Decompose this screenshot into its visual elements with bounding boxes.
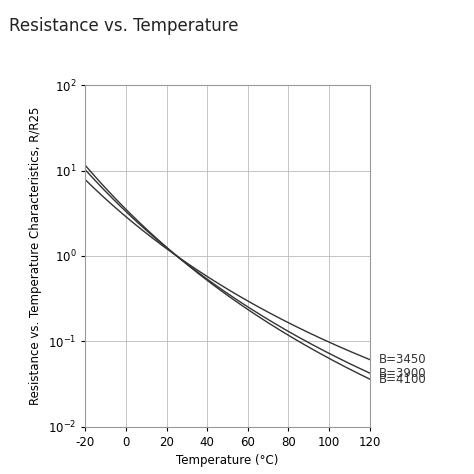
Text: Resistance vs. Temperature: Resistance vs. Temperature: [9, 17, 239, 35]
Text: B=4100: B=4100: [379, 373, 427, 385]
X-axis label: Temperature (°C): Temperature (°C): [176, 454, 279, 467]
Text: B=3450: B=3450: [379, 353, 427, 366]
Text: B=3900: B=3900: [379, 366, 427, 380]
Y-axis label: Resistance vs. Temperature Characteristics, R/R25: Resistance vs. Temperature Characteristi…: [29, 107, 42, 405]
